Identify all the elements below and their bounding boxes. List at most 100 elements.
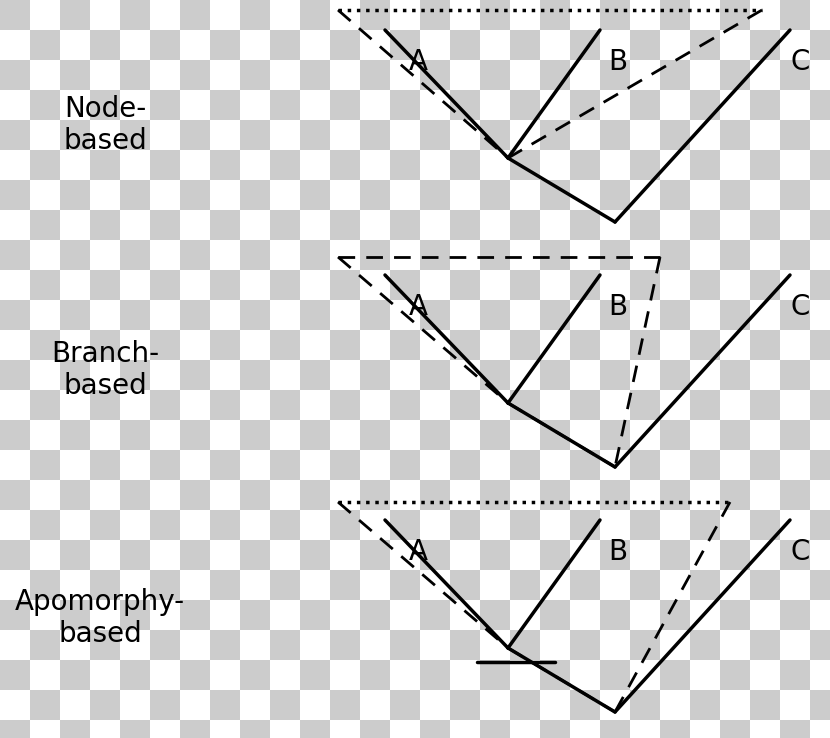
Bar [600,90,630,120]
Bar [150,0,180,30]
Bar [570,510,600,540]
Bar [330,600,360,630]
Bar [270,660,300,690]
Bar [540,360,570,390]
Bar [30,240,60,270]
Bar [330,120,360,150]
Bar [510,60,540,90]
Bar [60,210,90,240]
Bar [480,630,510,660]
Bar [510,480,540,510]
Bar [390,60,420,90]
Bar [210,330,240,360]
Bar [720,240,750,270]
Bar [540,330,570,360]
Bar [750,690,780,720]
Bar [120,300,150,330]
Bar [300,330,330,360]
Bar [570,660,600,690]
Bar [150,600,180,630]
Bar [150,510,180,540]
Bar [30,480,60,510]
Bar [660,120,690,150]
Bar [540,240,570,270]
Bar [150,270,180,300]
Bar [390,660,420,690]
Bar [60,150,90,180]
Bar [0,630,30,660]
Bar [390,420,420,450]
Bar [600,630,630,660]
Bar [330,480,360,510]
Bar [510,210,540,240]
Bar [570,30,600,60]
Bar [450,270,480,300]
Bar [360,330,390,360]
Bar [420,450,450,480]
Bar [510,660,540,690]
Bar [90,0,120,30]
Bar [360,630,390,660]
Bar [30,120,60,150]
Bar [480,240,510,270]
Bar [630,330,660,360]
Bar [90,120,120,150]
Bar [60,510,90,540]
Bar [0,480,30,510]
Bar [690,360,720,390]
Bar [570,180,600,210]
Bar [60,390,90,420]
Bar [690,330,720,360]
Bar [540,90,570,120]
Bar [480,420,510,450]
Bar [270,90,300,120]
Bar [60,420,90,450]
Bar [660,330,690,360]
Bar [420,720,450,738]
Bar [240,60,270,90]
Bar [810,630,830,660]
Bar [60,30,90,60]
Bar [240,210,270,240]
Bar [150,420,180,450]
Bar [630,90,660,120]
Bar [240,270,270,300]
Bar [780,300,810,330]
Bar [540,690,570,720]
Bar [330,690,360,720]
Bar [660,720,690,738]
Bar [240,390,270,420]
Bar [30,390,60,420]
Bar [30,630,60,660]
Bar [180,600,210,630]
Bar [90,660,120,690]
Bar [90,720,120,738]
Bar [750,540,780,570]
Bar [690,150,720,180]
Bar [480,600,510,630]
Bar [450,570,480,600]
Bar [510,630,540,660]
Bar [0,690,30,720]
Bar [360,390,390,420]
Bar [750,660,780,690]
Bar [390,210,420,240]
Bar [120,360,150,390]
Bar [0,180,30,210]
Bar [330,60,360,90]
Bar [360,420,390,450]
Bar [30,570,60,600]
Bar [750,90,780,120]
Bar [150,720,180,738]
Bar [180,510,210,540]
Bar [450,360,480,390]
Bar [240,300,270,330]
Bar [630,180,660,210]
Bar [810,480,830,510]
Bar [210,390,240,420]
Bar [390,150,420,180]
Bar [330,450,360,480]
Bar [210,540,240,570]
Bar [300,660,330,690]
Bar [540,120,570,150]
